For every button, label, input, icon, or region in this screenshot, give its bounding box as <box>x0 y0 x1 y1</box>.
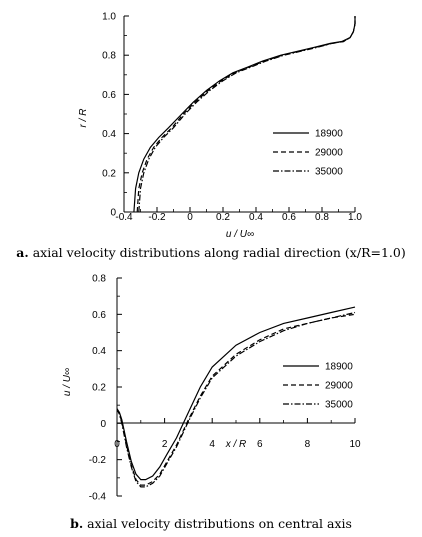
x-tick-label: -0.4 <box>115 212 133 223</box>
y-axis-label: r / R <box>78 109 89 128</box>
series-line-18900 <box>133 16 356 213</box>
series-line-35000 <box>116 311 356 488</box>
x-tick-label: -0.2 <box>148 212 166 223</box>
series-line-35000 <box>138 16 356 213</box>
legend-label-35000: 35000 <box>315 167 343 178</box>
y-axis-label: u / U∞ <box>62 368 73 396</box>
legend-label-29000: 29000 <box>325 381 353 392</box>
y-tick-label: 0.6 <box>92 310 106 321</box>
y-tick-label: 0.2 <box>102 168 116 179</box>
y-tick-label: 0.6 <box>102 90 116 101</box>
caption-a-text: axial velocity distributions along radia… <box>32 245 406 260</box>
caption-b: b. axial velocity distributions on centra… <box>0 516 422 531</box>
x-tick-label: 4 <box>209 439 215 450</box>
x-tick-label: 0.2 <box>216 212 230 223</box>
x-tick-label: 1.0 <box>348 212 362 223</box>
legend-label-35000: 35000 <box>325 400 353 411</box>
x-axis-label: x / R <box>225 439 247 450</box>
x-tick-label: 0.6 <box>282 212 296 223</box>
caption-b-label: b. <box>70 516 84 531</box>
y-tick-label: 0 <box>110 208 116 219</box>
x-tick-label: 0 <box>187 212 193 223</box>
x-tick-label: 0.4 <box>249 212 263 223</box>
x-tick-label: 0 <box>114 439 120 450</box>
y-tick-label: 0.4 <box>102 129 116 140</box>
y-tick-label: -0.2 <box>89 455 107 466</box>
y-tick-label: 0.8 <box>102 51 116 62</box>
y-tick-label: 0.4 <box>92 346 106 357</box>
y-tick-label: 0 <box>100 419 106 430</box>
caption-a: a. axial velocity distributions along rad… <box>0 245 422 260</box>
x-tick-label: 10 <box>349 439 361 450</box>
caption-b-text: axial velocity distributions on central … <box>87 516 352 531</box>
series-line-29000 <box>136 16 356 213</box>
series-line-18900 <box>116 306 356 481</box>
chart-b: -0.4 -0.2 0 0.2 0.4 0.6 0.8 0 2 4 6 8 10 x / R u / U∞ 1… <box>62 274 361 503</box>
y-tick-label: -0.4 <box>89 492 107 503</box>
series-line-29000 <box>116 313 356 486</box>
y-tick-label: 1.0 <box>102 12 116 23</box>
caption-a-label: a. <box>16 245 29 260</box>
x-tick-label: 8 <box>305 439 311 450</box>
legend-label-18900: 18900 <box>325 362 353 373</box>
legend-label-18900: 18900 <box>315 129 343 140</box>
legend-label-29000: 29000 <box>315 148 343 159</box>
chart-a: 0 0.2 0.4 0.6 0.8 1.0 -0.4 -0.2 0 0.2 0.4 0.6 0.8 1.0… <box>78 12 362 241</box>
y-tick-label: 0.8 <box>92 274 106 285</box>
x-tick-label: 0.8 <box>315 212 329 223</box>
x-tick-label: 6 <box>257 439 263 450</box>
y-tick-label: 0.2 <box>92 383 106 394</box>
x-axis-label: u / U∞ <box>226 229 254 240</box>
x-tick-label: 2 <box>162 439 168 450</box>
